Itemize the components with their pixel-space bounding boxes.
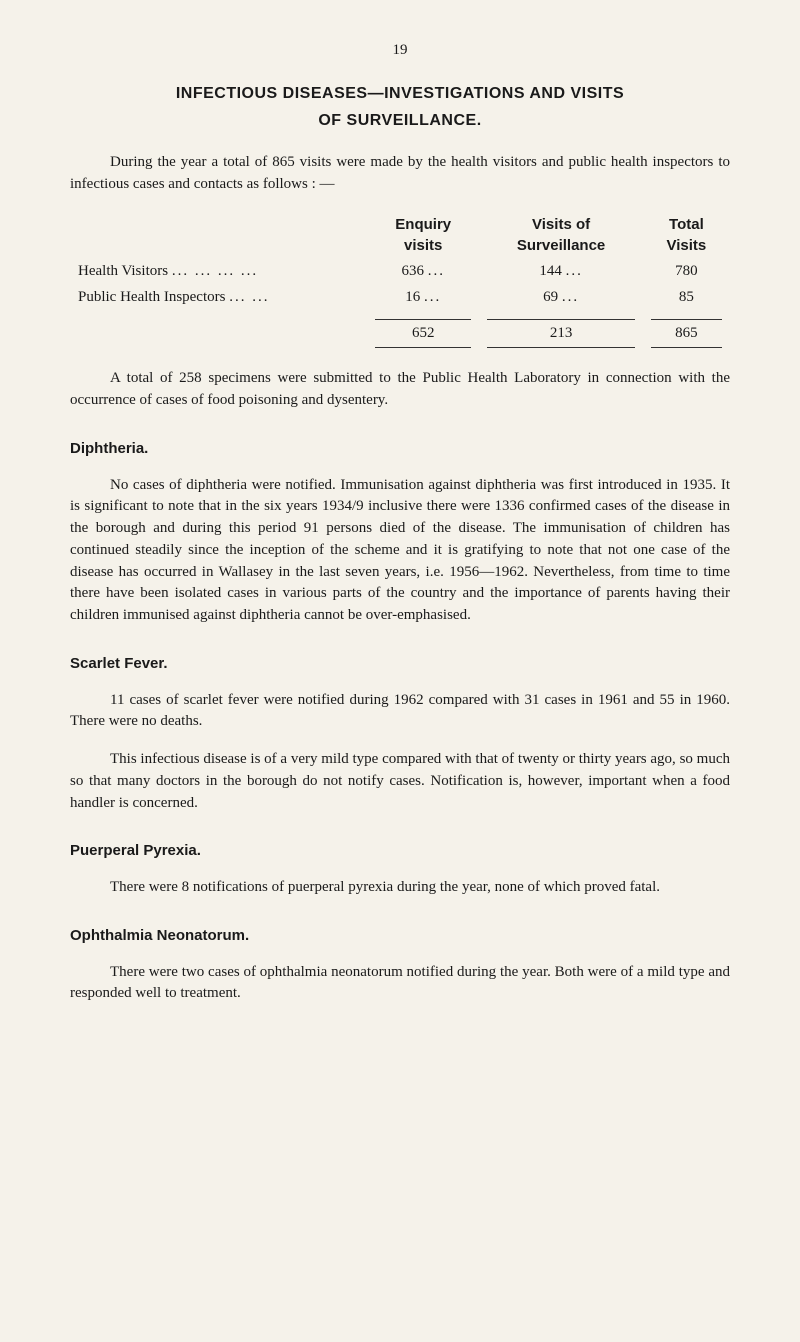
heading-diphtheria: Diphtheria.: [70, 438, 730, 460]
heading-ophthalmia: Ophthalmia Neonatorum.: [70, 925, 730, 947]
col-header-total: Total Visits: [643, 212, 730, 260]
heading-puerperal: Puerperal Pyrexia.: [70, 840, 730, 862]
puerperal-paragraph: There were 8 notifications of puerperal …: [70, 877, 730, 899]
main-title: INFECTIOUS DISEASES—INVESTIGATIONS AND V…: [70, 82, 730, 105]
heading-scarlet-fever: Scarlet Fever.: [70, 653, 730, 675]
table-row: Health Visitors ... ... ... ... 636 ... …: [70, 259, 730, 285]
specimens-paragraph: A total of 258 specimens were submitted …: [70, 368, 730, 412]
col-header-surveillance: Visits of Surveillance: [479, 212, 642, 260]
scarlet-fever-para-1: 11 cases of scarlet fever were notified …: [70, 690, 730, 734]
diphtheria-paragraph: No cases of diphtheria were notified. Im…: [70, 475, 730, 627]
sub-title: OF SURVEILLANCE.: [70, 109, 730, 132]
col-header-enquiry: Enquiry visits: [367, 212, 479, 260]
table-row: Public Health Inspectors ... ... 16 ... …: [70, 285, 730, 311]
ophthalmia-paragraph: There were two cases of ophthalmia neona…: [70, 962, 730, 1006]
intro-paragraph: During the year a total of 865 visits we…: [70, 152, 730, 196]
visits-table: Enquiry visits Visits of Surveillance To…: [70, 212, 730, 351]
page-number: 19: [70, 40, 730, 62]
scarlet-fever-para-2: This infectious disease is of a very mil…: [70, 749, 730, 814]
table-totals-row: 652 213 865: [70, 311, 730, 351]
